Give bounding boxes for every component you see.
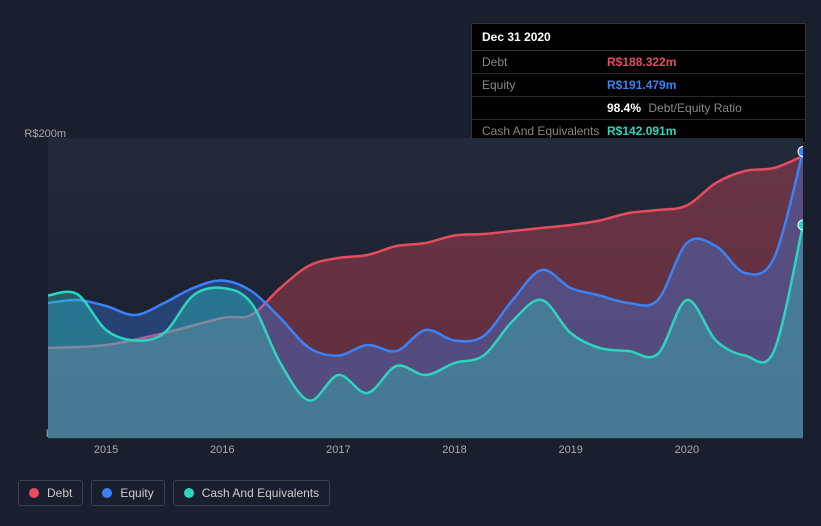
- tooltip-row-value: R$191.479m: [607, 78, 676, 92]
- tooltip-row: DebtR$188.322m: [472, 51, 805, 74]
- tooltip-row: 98.4% Debt/Equity Ratio: [472, 97, 805, 120]
- legend-label: Equity: [120, 486, 153, 500]
- tooltip-row-label: Debt: [482, 55, 607, 69]
- tooltip-row-value: R$188.322m: [607, 55, 676, 69]
- x-tick: 2019: [558, 444, 582, 456]
- x-tick: 2018: [442, 444, 466, 456]
- tooltip-row: EquityR$191.479m: [472, 74, 805, 97]
- tooltip-row-value: 98.4% Debt/Equity Ratio: [607, 101, 742, 115]
- x-tick: 2016: [210, 444, 234, 456]
- legend-swatch: [184, 488, 194, 498]
- legend-swatch: [102, 488, 112, 498]
- tooltip-row-label: Equity: [482, 78, 607, 92]
- legend-item-equity[interactable]: Equity: [91, 480, 164, 506]
- tooltip-row-label: [482, 101, 607, 115]
- legend-label: Cash And Equivalents: [202, 486, 319, 500]
- x-tick: 2020: [675, 444, 699, 456]
- tooltip-row-extra: Debt/Equity Ratio: [645, 101, 742, 115]
- legend-item-debt[interactable]: Debt: [18, 480, 83, 506]
- tooltip-date: Dec 31 2020: [472, 24, 805, 51]
- legend-item-cash-and-equivalents[interactable]: Cash And Equivalents: [173, 480, 330, 506]
- x-tick: 2015: [94, 444, 118, 456]
- chart-svg: [48, 138, 803, 438]
- chart-area: R$200m R$0: [18, 122, 806, 462]
- chart-legend: Debt Equity Cash And Equivalents: [18, 480, 330, 506]
- x-tick: 2017: [326, 444, 350, 456]
- legend-label: Debt: [47, 486, 72, 500]
- gridline-bottom: [48, 438, 803, 439]
- x-axis: 2015 2016 2017 2018 2019 2020: [48, 444, 803, 464]
- legend-swatch: [29, 488, 39, 498]
